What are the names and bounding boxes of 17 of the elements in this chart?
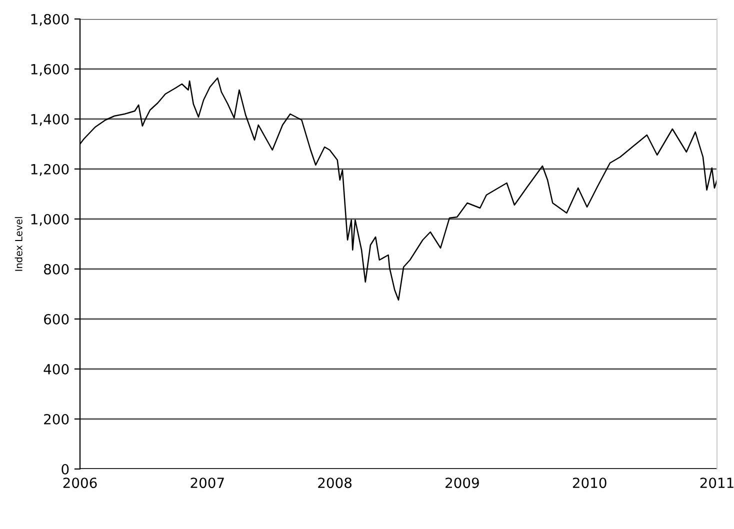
x-tick-label: 2011 [700, 478, 734, 488]
y-tick-label: 0 [62, 464, 69, 474]
y-tick-label: 600 [44, 314, 69, 324]
y-tick-label: 200 [44, 414, 69, 424]
y-tick-label: 1,400 [31, 114, 69, 126]
y-tick-label: 1,000 [31, 214, 69, 226]
x-tick-label: 2010 [572, 478, 606, 488]
x-tick-label: 2007 [190, 478, 224, 488]
y-tick-label: 400 [44, 364, 69, 374]
x-tick-label: 2009 [446, 478, 479, 488]
y-axis-title: Index Level [14, 217, 22, 271]
y-tick-label: 1,600 [31, 64, 69, 76]
x-tick-label: 2006 [63, 478, 97, 488]
y-tick-label: 1,200 [31, 164, 69, 176]
y-tick-label: 1,800 [31, 14, 69, 26]
x-tick-label: 2008 [318, 478, 352, 488]
y-tick-label: 800 [44, 264, 69, 274]
